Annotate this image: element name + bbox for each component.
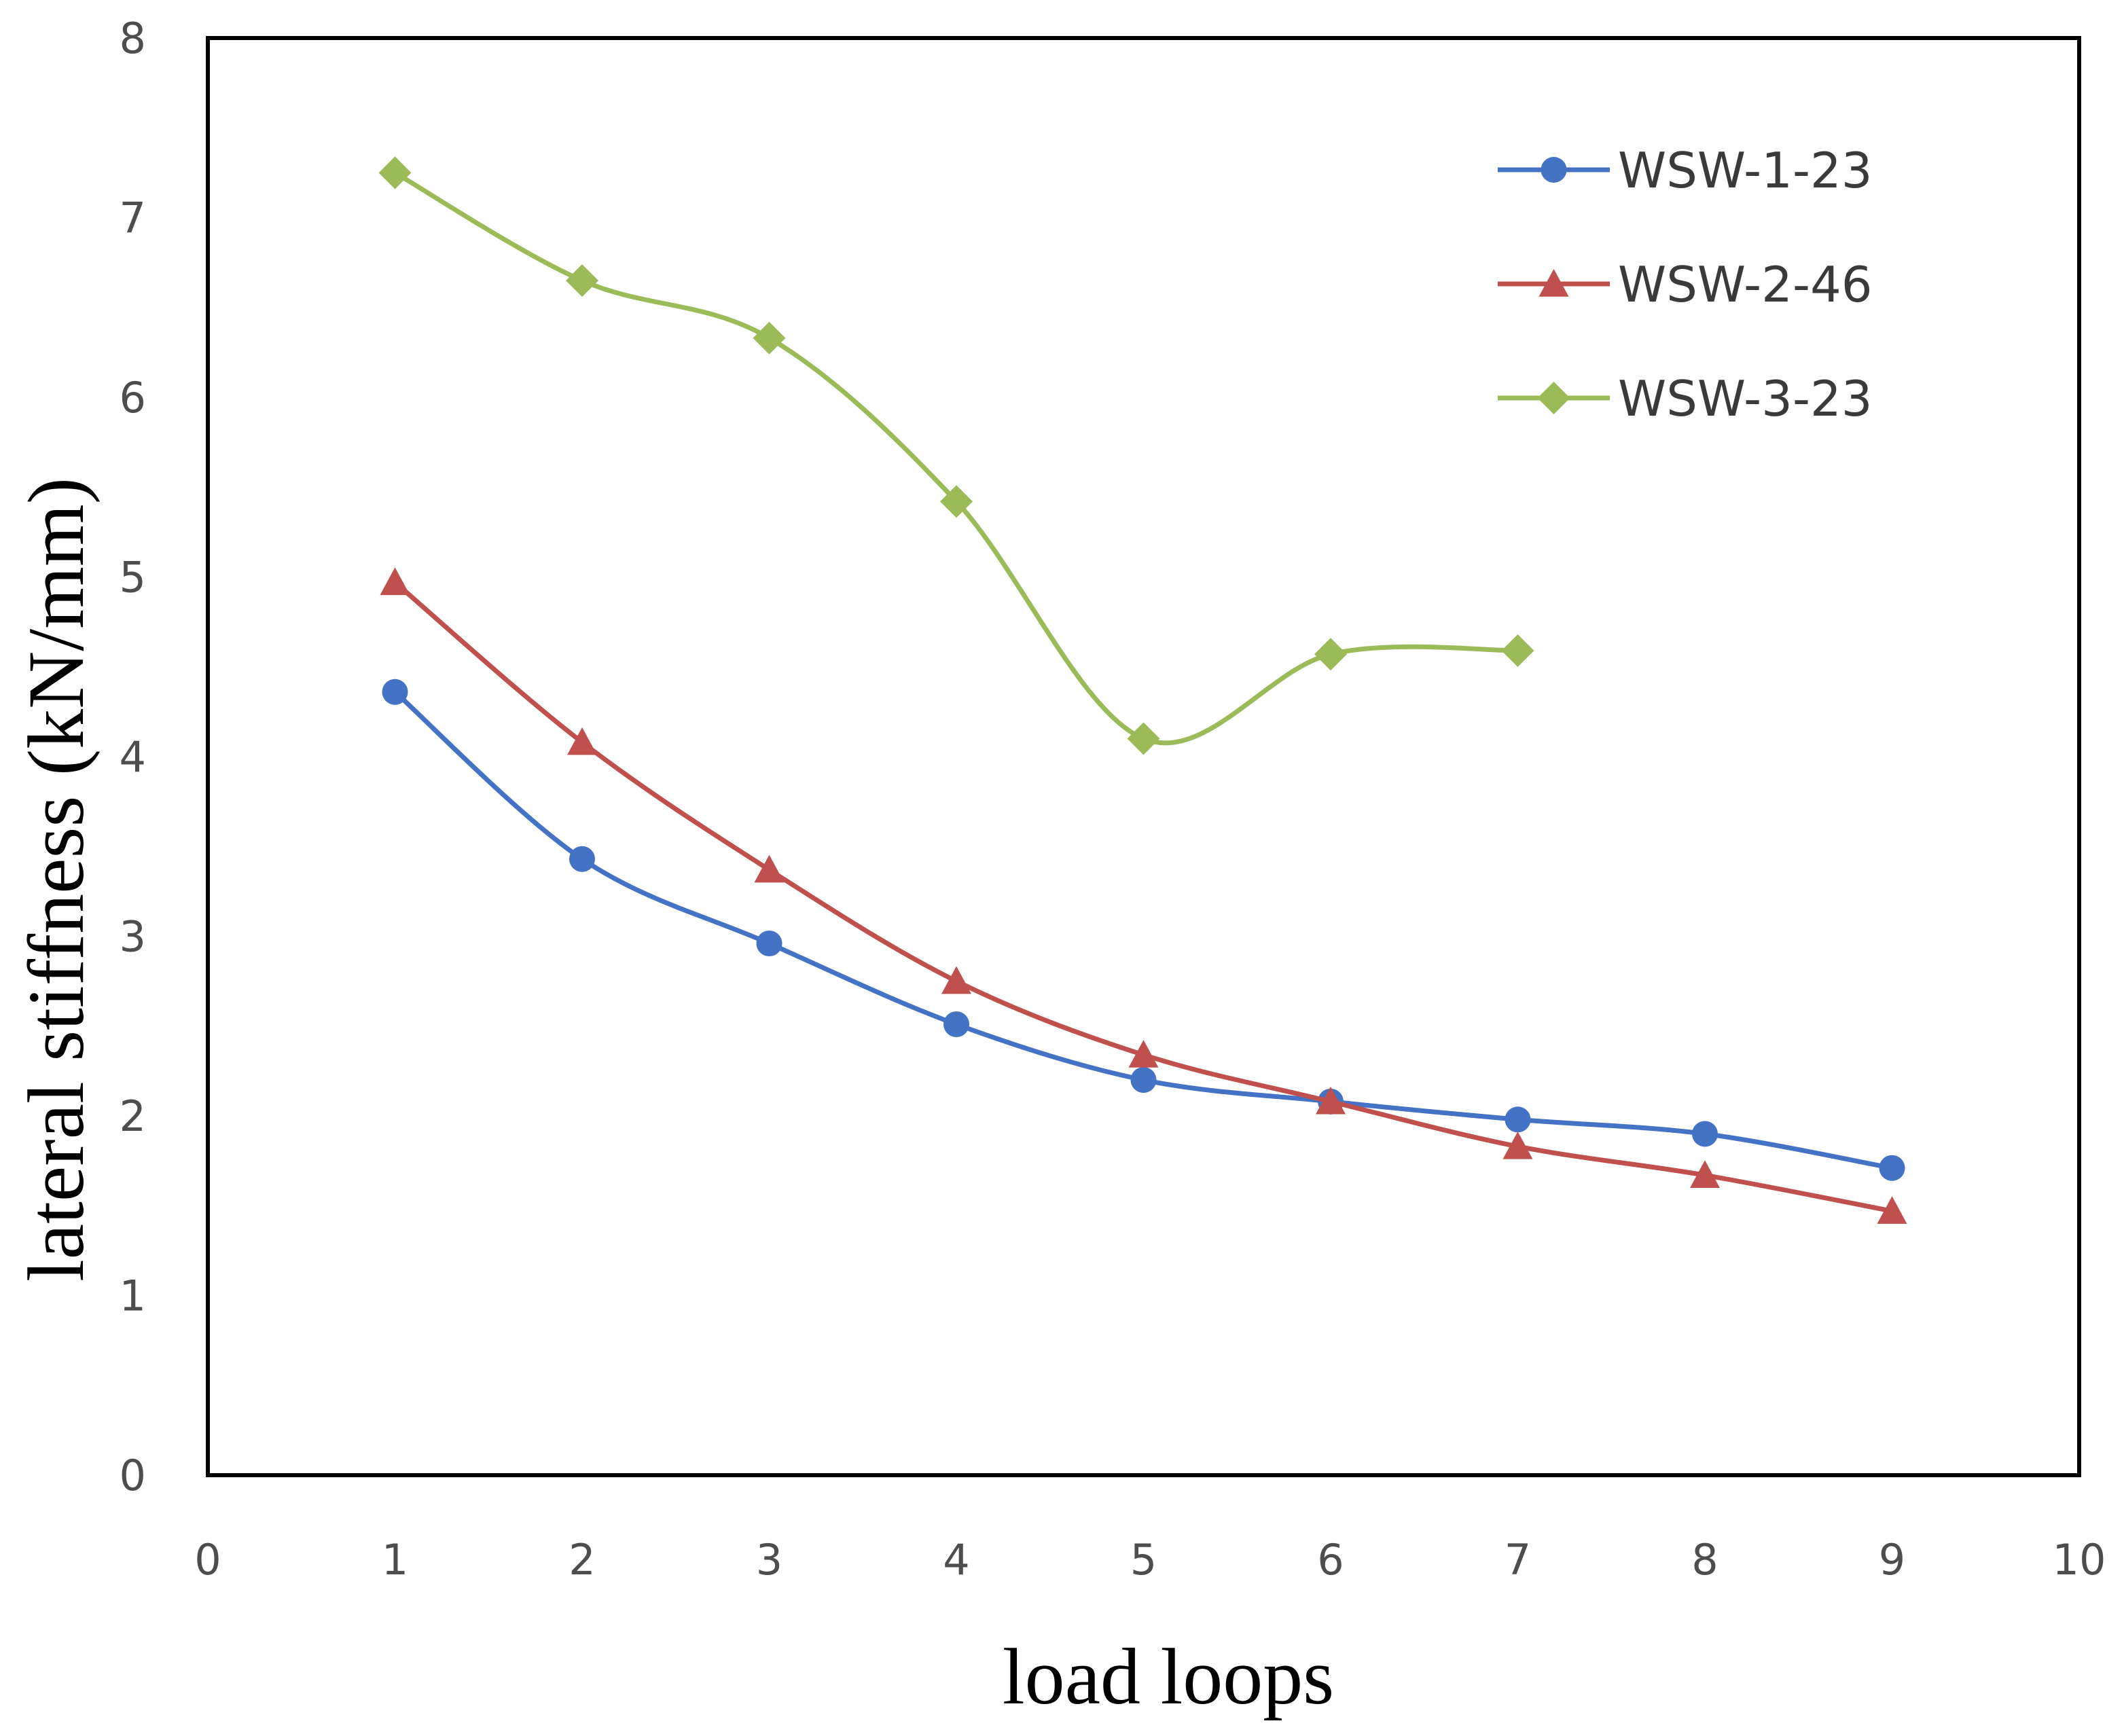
data-point (1690, 1160, 1720, 1188)
y-tick-label: 8 (120, 14, 146, 63)
data-point (1128, 1040, 1159, 1068)
legend: WSW-1-23 WSW-2-46 WSW-3-23 (1498, 142, 1873, 427)
x-tick-label: 5 (1130, 1535, 1157, 1585)
x-tick-label: 0 (194, 1535, 221, 1585)
data-point (380, 567, 410, 596)
data-point (1505, 1106, 1531, 1133)
data-point (567, 727, 597, 755)
legend-label: WSW-3-23 (1618, 370, 1873, 427)
data-point (378, 156, 412, 189)
data-point (1501, 634, 1534, 667)
x-axis-ticks: 0 1 2 3 4 5 6 7 8 9 10 (194, 1535, 2106, 1585)
series-line (393, 690, 1893, 1171)
y-tick-label: 0 (120, 1451, 146, 1500)
data-point (1879, 1155, 1905, 1181)
plot-area (206, 36, 2081, 1477)
data-point (1692, 1121, 1718, 1147)
legend-item: WSW-3-23 (1498, 370, 1873, 427)
legend-marker (1541, 157, 1567, 183)
x-tick-label: 10 (2053, 1535, 2106, 1585)
data-point (756, 930, 782, 957)
legend-item: WSW-1-23 (1498, 142, 1873, 199)
x-tick-label: 3 (756, 1535, 782, 1585)
data-point (1502, 1131, 1533, 1159)
x-tick-label: 8 (1691, 1535, 1718, 1585)
x-tick-label: 4 (943, 1535, 969, 1585)
y-tick-label: 6 (120, 373, 146, 422)
data-point (753, 321, 786, 355)
data-point (1130, 1067, 1157, 1093)
data-point (754, 854, 785, 883)
y-axis-ticks: 0 1 2 3 4 5 6 7 8 (120, 14, 146, 1500)
data-point (1314, 638, 1347, 671)
x-tick-label: 1 (382, 1535, 408, 1585)
data-point (941, 966, 971, 994)
y-tick-label: 7 (120, 194, 146, 243)
y-tick-label: 3 (120, 912, 146, 962)
x-tick-label: 9 (1879, 1535, 1905, 1585)
data-point (940, 485, 973, 518)
y-tick-label: 1 (120, 1271, 146, 1321)
x-axis-title: load loops (1003, 1632, 1334, 1721)
x-tick-label: 6 (1317, 1535, 1344, 1585)
legend-label: WSW-2-46 (1618, 256, 1873, 313)
legend-item: WSW-2-46 (1498, 256, 1873, 313)
series-layer (378, 156, 1907, 1224)
legend-label: WSW-1-23 (1618, 142, 1873, 199)
data-point (569, 846, 595, 872)
data-point (382, 679, 408, 705)
series-WSW-1-23 (382, 679, 1905, 1181)
data-point (943, 1011, 969, 1038)
data-point (1316, 1086, 1346, 1115)
data-point (566, 264, 598, 297)
series-WSW-3-23 (378, 156, 1534, 755)
data-point (1877, 1196, 1907, 1224)
series-WSW-2-46 (380, 567, 1907, 1224)
legend-marker (1537, 382, 1570, 414)
y-tick-label: 5 (120, 553, 146, 602)
y-axis-title: lateral stiffness (kN/mm) (12, 477, 101, 1282)
y-tick-label: 2 (120, 1091, 146, 1141)
data-point (1127, 722, 1160, 755)
y-tick-label: 4 (120, 732, 146, 782)
legend-marker (1538, 269, 1569, 297)
x-tick-label: 2 (569, 1535, 595, 1585)
series-line (393, 580, 1893, 1214)
x-tick-label: 7 (1505, 1535, 1531, 1585)
